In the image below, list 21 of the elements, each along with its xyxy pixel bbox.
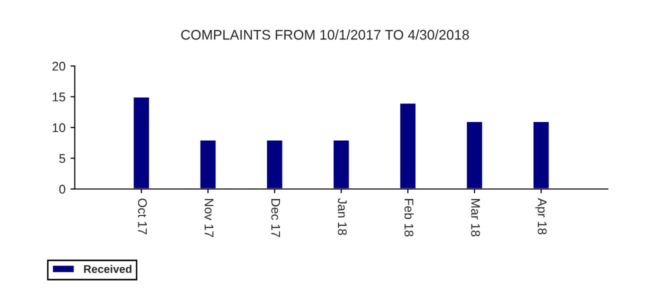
bar [465, 120, 484, 189]
bar [398, 102, 417, 189]
chart-title: COMPLAINTS FROM 10/1/2017 TO 4/30/2018 [181, 30, 469, 40]
legend-label: Received [84, 264, 132, 273]
y-tick-label: 0 [59, 184, 66, 194]
y-tick-label: 20 [52, 62, 66, 71]
bar [532, 120, 550, 189]
x-tick-label: Dec 17 [271, 199, 280, 238]
x-tick-label: Feb 18 [404, 199, 414, 236]
bar [266, 139, 284, 189]
y-tick-label: 5 [59, 154, 66, 163]
bar [132, 96, 150, 189]
x-tick-label: Mar 18 [471, 199, 480, 236]
y-tick-label: 15 [52, 92, 66, 102]
x-tick-label: Jan 18 [338, 198, 347, 236]
y-tick-label: 10 [52, 123, 66, 132]
bar [198, 139, 218, 189]
bar [332, 139, 350, 189]
x-tick-label: Oct 17 [138, 198, 147, 234]
x-tick-label: Nov 17 [204, 199, 214, 238]
x-tick-label: Apr 18 [535, 198, 547, 234]
